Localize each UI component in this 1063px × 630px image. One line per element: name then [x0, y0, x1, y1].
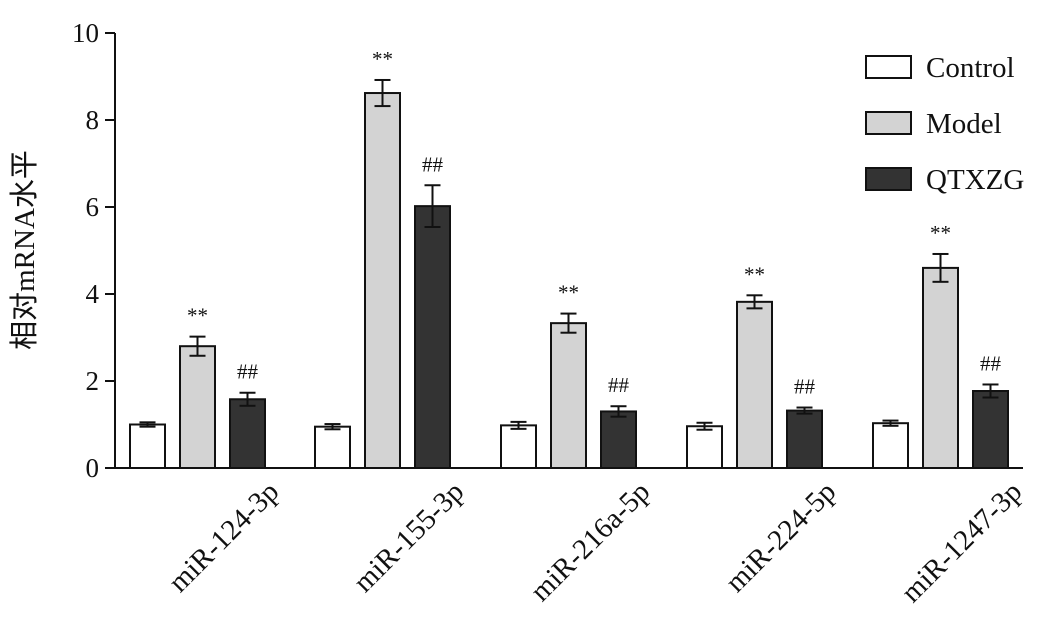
y-tick-label: 10 [72, 18, 99, 48]
bar-control-0 [129, 423, 166, 469]
bar-control-3 [686, 425, 723, 469]
bar-control-2 [500, 424, 537, 469]
category-label: miR-155-3p [347, 476, 470, 599]
y-tick-label: 2 [86, 366, 100, 396]
error-bar-qtxzg-3 [796, 406, 813, 415]
legend-item-qtxzg: QTXZG [865, 164, 1024, 196]
y-tick-label: 8 [86, 105, 100, 135]
bar-control-1 [314, 425, 351, 469]
error-bar-control-0 [139, 421, 156, 428]
error-bar-control-1 [324, 423, 341, 431]
bar-model-3 [736, 300, 773, 469]
category-label: miR-1247-3p [895, 476, 1028, 609]
legend: Control Model QTXZG [865, 52, 1024, 196]
error-bar-model-1 [374, 78, 391, 108]
error-bar-model-3 [746, 294, 763, 310]
annotations: ** ** ** ** ** ## ## ## ## ## [187, 47, 1002, 399]
legend-label: QTXZG [926, 164, 1024, 196]
significance-label: ** [744, 262, 765, 286]
legend-item-control: Control [865, 52, 1015, 84]
y-axis-label: 相对mRNA水平 [8, 150, 41, 350]
bar-model-2 [550, 322, 587, 469]
significance-label: ** [558, 281, 579, 305]
bar-qtxzg-2 [600, 410, 637, 470]
bar-qtxzg-3 [786, 409, 823, 469]
bar-qtxzg-0 [229, 398, 266, 469]
bars [129, 78, 1009, 470]
error-bar-qtxzg-4 [982, 383, 999, 399]
significance-label: ** [187, 304, 208, 328]
significance-label: ## [980, 351, 1002, 375]
error-bar-qtxzg-0 [239, 391, 256, 407]
error-bar-qtxzg-1 [424, 184, 441, 229]
legend-swatch [865, 167, 912, 191]
error-bar-model-0 [189, 335, 206, 357]
error-bar-control-2 [510, 420, 527, 430]
significance-label: ** [372, 47, 393, 71]
error-bar-control-3 [696, 421, 713, 431]
bar-control-4 [872, 422, 909, 470]
legend-swatch [865, 55, 912, 79]
category-label: miR-216a-5p [524, 476, 656, 608]
significance-label: ## [794, 375, 816, 399]
significance-label: ## [422, 152, 444, 176]
category-label: miR-224-5p [719, 476, 842, 599]
error-bar-model-2 [560, 312, 577, 334]
significance-label: ## [608, 373, 630, 397]
significance-label: ## [237, 360, 259, 384]
legend-swatch [865, 111, 912, 135]
bar-model-4 [922, 266, 959, 469]
error-bar-qtxzg-2 [610, 405, 627, 418]
bar-qtxzg-1 [414, 205, 451, 469]
legend-label: Model [926, 108, 1002, 140]
bar-qtxzg-4 [972, 390, 1009, 470]
error-bar-model-4 [932, 252, 949, 283]
y-tick-label: 4 [86, 279, 100, 309]
bar-model-0 [179, 345, 216, 470]
axes: 0 2 4 6 8 10 [72, 18, 1023, 483]
bar-model-1 [364, 92, 401, 469]
significance-label: ** [930, 221, 951, 245]
legend-label: Control [926, 52, 1015, 84]
legend-item-model: Model [865, 108, 1002, 140]
category-label: miR-124-3p [162, 476, 285, 599]
y-tick-label: 6 [86, 192, 100, 222]
y-ticks: 0 2 4 6 8 10 [72, 18, 115, 483]
y-tick-label: 0 [86, 453, 100, 483]
category-labels: miR-124-3p miR-155-3p miR-216a-5p miR-224-5… [162, 476, 1028, 609]
error-bar-control-4 [882, 419, 899, 427]
